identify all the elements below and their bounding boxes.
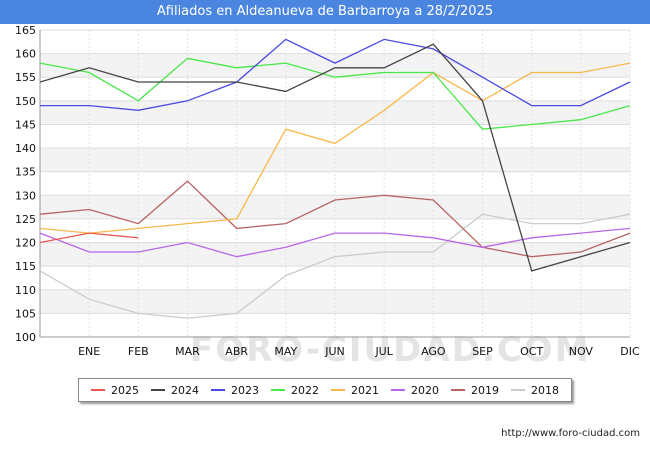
y-tick-label: 130 xyxy=(15,189,36,202)
y-tick-label: 150 xyxy=(15,95,36,108)
y-tick-label: 155 xyxy=(15,71,36,84)
series-line-2023 xyxy=(40,38,631,111)
y-tick-label: 125 xyxy=(15,213,36,226)
y-tick-label: 120 xyxy=(15,237,36,250)
y-tick-label: 160 xyxy=(15,48,36,61)
legend-swatch xyxy=(271,389,285,391)
x-tick-label: NOV xyxy=(569,345,594,358)
series-line-2020 xyxy=(39,227,631,258)
x-tick-label: MAR xyxy=(175,345,200,358)
legend-item-2020: 2020 xyxy=(391,384,439,397)
x-tick-label: ABR xyxy=(225,345,248,358)
x-tick-label: JUL xyxy=(374,345,393,358)
legend-item-2023: 2023 xyxy=(211,384,259,397)
x-tick-label: ENE xyxy=(78,345,100,358)
y-tick-label: 145 xyxy=(15,118,36,131)
legend-swatch xyxy=(391,389,405,391)
series-line-2019 xyxy=(39,180,631,258)
y-tick-label: 105 xyxy=(15,307,36,320)
legend-swatch xyxy=(331,389,345,391)
band xyxy=(40,289,630,314)
legend-swatch xyxy=(91,389,105,391)
y-tick-label: 165 xyxy=(15,24,36,37)
series-line-2024 xyxy=(39,43,631,272)
chart-title: Afiliados en Aldeanueva de Barbarroya a … xyxy=(0,0,650,24)
series-line-2022 xyxy=(39,57,631,130)
y-tick-label: 140 xyxy=(15,142,36,155)
legend-swatch xyxy=(151,389,165,391)
x-tick-label: SEP xyxy=(472,345,493,358)
legend-item-2025: 2025 xyxy=(91,384,139,397)
legend-item-2019: 2019 xyxy=(451,384,499,397)
legend-label: 2022 xyxy=(291,383,319,397)
legend-label: 2021 xyxy=(351,383,379,397)
legend-item-2021: 2021 xyxy=(331,384,379,397)
legend-label: 2023 xyxy=(231,383,259,397)
legend-label: 2019 xyxy=(471,383,499,397)
legend-swatch xyxy=(211,389,225,391)
x-tick-label: DIC xyxy=(620,345,640,358)
source-url[interactable]: http://www.foro-ciudad.com xyxy=(501,428,640,439)
y-tick-label: 100 xyxy=(15,331,36,344)
legend-item-2024: 2024 xyxy=(151,384,199,397)
series-line-2018 xyxy=(39,213,631,319)
legend-label: 2025 xyxy=(111,383,139,397)
x-tick-label: FEB xyxy=(128,345,149,358)
legend-swatch xyxy=(511,389,525,391)
legend-item-2018: 2018 xyxy=(511,384,559,397)
legend-item-2022: 2022 xyxy=(271,384,319,397)
legend-label: 2024 xyxy=(171,383,199,397)
x-tick-label: JUN xyxy=(324,345,345,358)
band xyxy=(40,53,630,78)
series-line-2025 xyxy=(39,232,139,244)
y-tick-label: 115 xyxy=(15,260,36,273)
x-tick-label: MAY xyxy=(274,345,297,358)
x-tick-label: OCT xyxy=(520,345,543,358)
series-line-2021 xyxy=(39,62,631,234)
x-tick-label: AGO xyxy=(421,345,446,358)
legend: 2025 2024 2023 2022 2021 2020 2019 2018 xyxy=(78,378,572,402)
legend-label: 2018 xyxy=(531,383,559,397)
legend-label: 2020 xyxy=(411,383,439,397)
y-tick-label: 135 xyxy=(15,166,36,179)
band xyxy=(40,100,630,125)
legend-swatch xyxy=(451,389,465,391)
y-tick-label: 110 xyxy=(15,284,36,297)
